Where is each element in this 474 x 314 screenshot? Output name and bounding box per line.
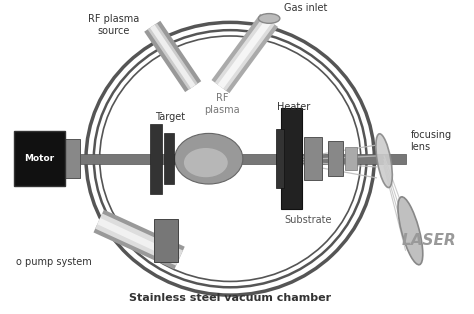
Text: Gas inlet: Gas inlet — [284, 3, 328, 13]
Text: Stainless steel vacuum chamber: Stainless steel vacuum chamber — [129, 293, 331, 303]
Ellipse shape — [184, 148, 228, 177]
FancyBboxPatch shape — [164, 133, 173, 184]
FancyBboxPatch shape — [304, 137, 322, 180]
FancyBboxPatch shape — [328, 141, 343, 176]
FancyBboxPatch shape — [154, 219, 178, 262]
Text: LASER: LASER — [401, 233, 456, 248]
Text: Heater: Heater — [277, 102, 310, 112]
FancyBboxPatch shape — [14, 132, 64, 186]
Text: Target: Target — [155, 112, 185, 122]
Text: Substrate: Substrate — [284, 215, 332, 225]
Ellipse shape — [398, 197, 423, 265]
Ellipse shape — [174, 133, 243, 184]
FancyBboxPatch shape — [345, 147, 357, 171]
FancyBboxPatch shape — [150, 124, 162, 194]
Text: RF plasma
source: RF plasma source — [88, 14, 139, 36]
Text: RF
plasma: RF plasma — [205, 93, 240, 115]
Text: o pump system: o pump system — [16, 257, 91, 267]
FancyBboxPatch shape — [276, 129, 284, 188]
FancyBboxPatch shape — [281, 108, 302, 209]
Text: focusing
lens: focusing lens — [410, 130, 452, 152]
Ellipse shape — [376, 134, 392, 187]
FancyBboxPatch shape — [63, 139, 80, 178]
Text: Motor: Motor — [24, 154, 55, 163]
Ellipse shape — [258, 14, 280, 23]
FancyBboxPatch shape — [60, 154, 405, 164]
